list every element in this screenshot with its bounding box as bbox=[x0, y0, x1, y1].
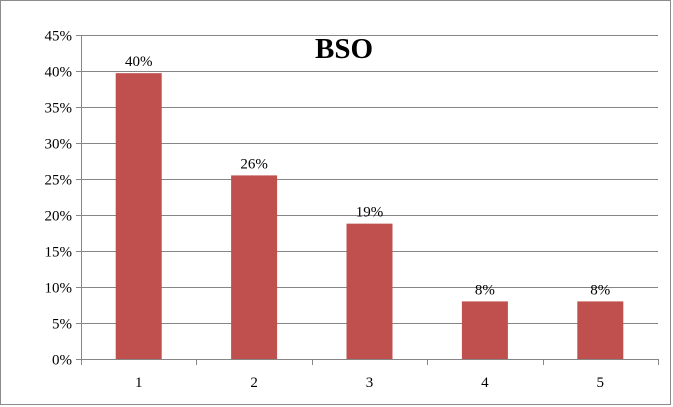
y-tick-label: 30% bbox=[45, 137, 73, 153]
x-axis-tick-labels: 1 2 3 4 5 bbox=[135, 375, 604, 391]
chart-title: BSO bbox=[315, 33, 373, 65]
bar bbox=[346, 223, 393, 359]
x-tick-label: 4 bbox=[481, 375, 489, 391]
axes bbox=[76, 35, 659, 365]
y-tick-label: 25% bbox=[45, 173, 73, 189]
x-tick-label: 3 bbox=[366, 375, 374, 391]
x-tick-label: 5 bbox=[597, 375, 605, 391]
bar bbox=[115, 73, 162, 359]
y-tick-label: 35% bbox=[45, 101, 73, 117]
y-tick-label: 0% bbox=[52, 353, 72, 369]
x-tick-label: 2 bbox=[250, 375, 258, 391]
y-tick-label: 10% bbox=[45, 281, 73, 297]
y-tick-label: 40% bbox=[45, 65, 73, 81]
data-label: 8% bbox=[475, 282, 495, 298]
bars bbox=[115, 73, 624, 359]
y-tick-label: 5% bbox=[52, 317, 72, 333]
bar bbox=[231, 175, 278, 359]
data-label: 26% bbox=[240, 156, 268, 172]
gridlines bbox=[81, 35, 658, 324]
bar bbox=[461, 301, 508, 359]
data-labels: 40% 26% 19% 8% 8% bbox=[125, 54, 610, 298]
data-label: 19% bbox=[356, 205, 384, 221]
x-tick-label: 1 bbox=[135, 375, 143, 391]
data-label: 8% bbox=[590, 282, 610, 298]
y-tick-label: 20% bbox=[45, 209, 73, 225]
y-axis-tick-labels: 0% 5% 10% 15% 20% 25% 30% 35% 40% 45% bbox=[45, 29, 73, 369]
y-tick-label: 15% bbox=[45, 245, 73, 261]
y-tick-label: 45% bbox=[45, 29, 73, 45]
bar bbox=[577, 301, 624, 359]
data-label: 40% bbox=[125, 54, 153, 70]
